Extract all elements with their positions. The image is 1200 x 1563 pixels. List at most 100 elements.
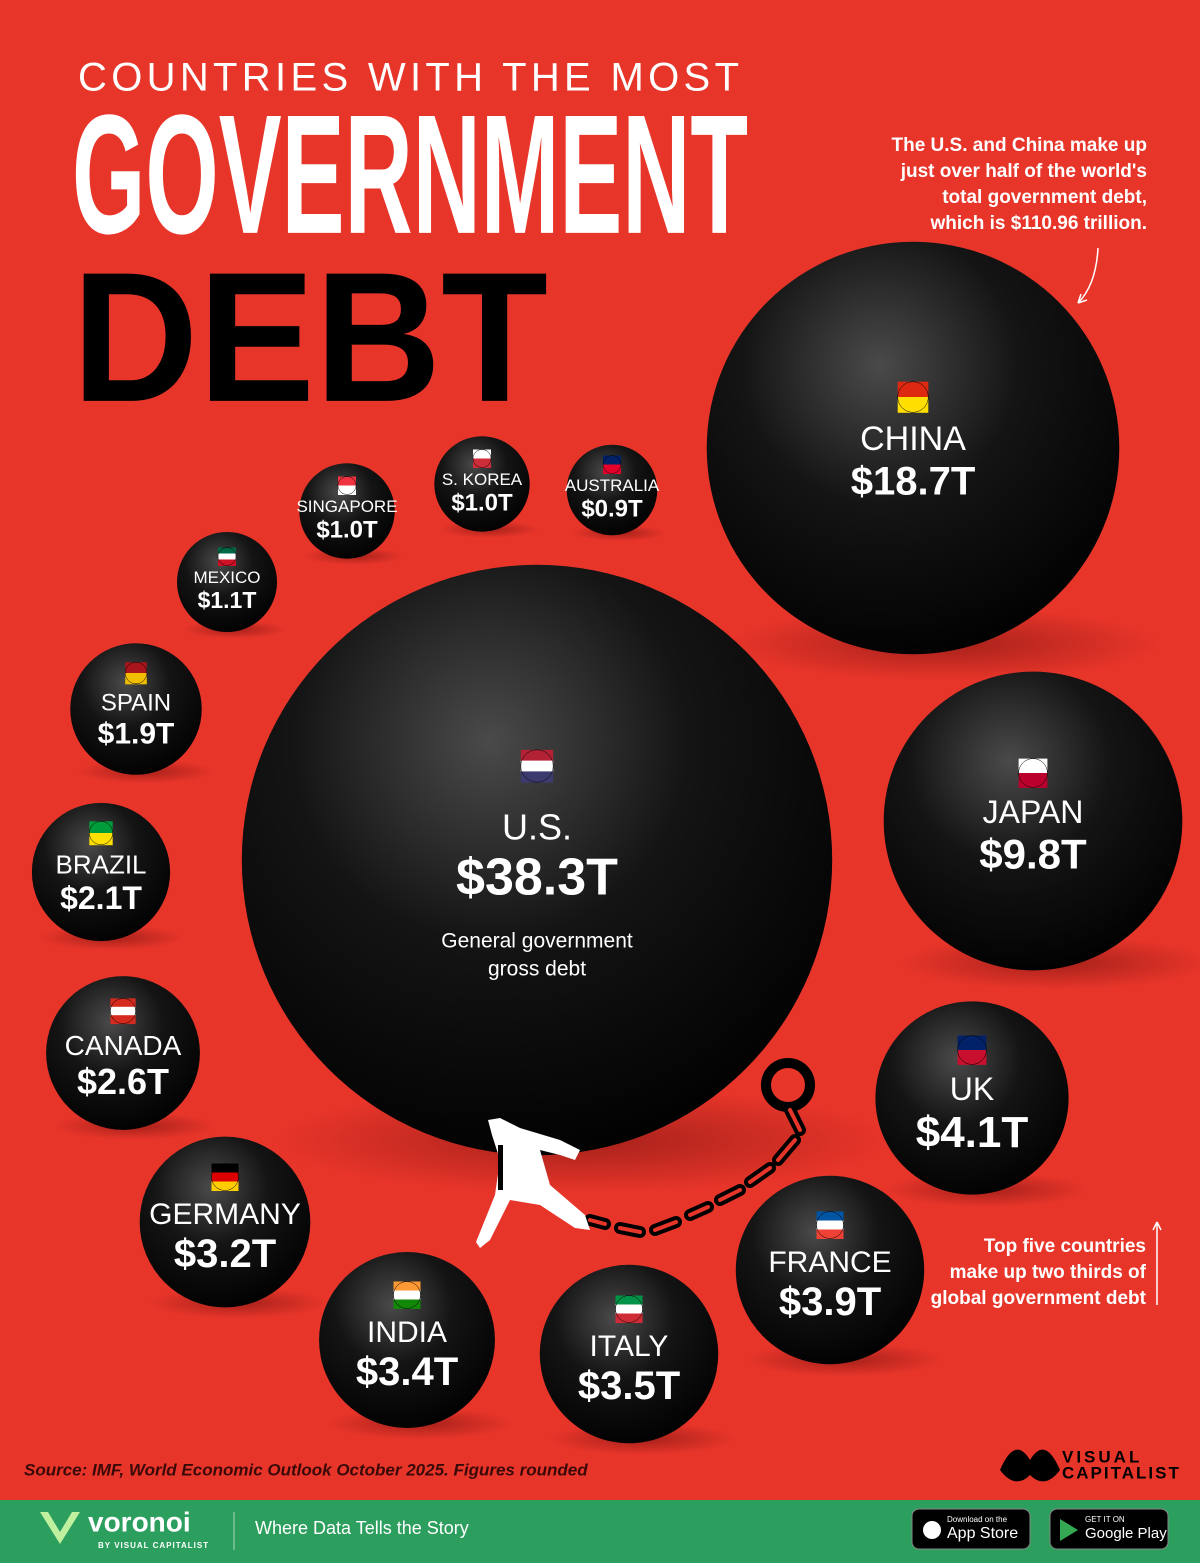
value-label: $9.8T	[979, 830, 1087, 877]
bubble	[46, 976, 200, 1130]
flag-stripe	[125, 662, 147, 674]
annotation-line: which is $110.96 trillion.	[930, 213, 1147, 234]
flag-ring	[89, 821, 113, 845]
value-label: $1.1T	[198, 587, 257, 613]
annotation-line: just over half of the world's	[900, 161, 1147, 182]
value-label: $3.9T	[779, 1280, 881, 1324]
value-label: $1.0T	[316, 517, 378, 544]
flag-stripe	[110, 1006, 136, 1016]
flag-stripe	[603, 455, 621, 465]
flag-stripe	[957, 1050, 987, 1065]
value-label: $0.9T	[581, 496, 643, 523]
title: DEBT	[72, 235, 548, 441]
bubble-label: ITALY	[590, 1330, 669, 1363]
footer-logo: voronoi	[88, 1506, 191, 1537]
flag-stripe	[520, 749, 554, 762]
google-play-label: Google Play	[1085, 1525, 1167, 1542]
flag-stripe	[1018, 758, 1048, 774]
flag-stripe	[110, 998, 136, 1008]
bubble-label: U.S.	[502, 807, 572, 848]
annotation-line: total government debt,	[942, 187, 1147, 208]
app-store-label: App Store	[947, 1525, 1018, 1542]
bubble-label: BRAZIL	[55, 850, 146, 880]
google-play-button[interactable]	[1049, 1508, 1169, 1550]
flag-stripe	[615, 1313, 643, 1323]
value-label: $2.1T	[60, 880, 142, 916]
chain	[584, 1058, 815, 1238]
bubble-label: JAPAN	[983, 794, 1084, 830]
footer-logo-sub: BY VISUAL CAPITALIST	[98, 1541, 209, 1550]
bubble	[883, 671, 1183, 971]
flag-stripe	[338, 485, 356, 495]
value-label: $1.0T	[451, 490, 513, 517]
google-play-label: GET IT ON	[1085, 1515, 1125, 1524]
flag-stripe	[897, 397, 929, 413]
bubble	[735, 1175, 925, 1365]
bubble	[319, 1252, 495, 1428]
flag-ring	[520, 749, 554, 783]
bubble	[566, 444, 658, 536]
app-store-label: Download on the	[947, 1515, 1008, 1524]
bubble	[434, 436, 530, 532]
bubble	[875, 1001, 1069, 1195]
value-label: $1.9T	[98, 717, 175, 750]
value-label: $4.1T	[916, 1108, 1029, 1157]
flag-stripe	[110, 1015, 136, 1025]
bubble-label: FRANCE	[768, 1246, 891, 1279]
flag-ring	[393, 1281, 421, 1309]
flag-ring	[957, 1035, 987, 1065]
flag-stripe	[473, 449, 491, 459]
annotation-arrow	[1152, 1221, 1162, 1305]
annotation: The U.S. and China make up just over half…	[892, 135, 1148, 234]
flag-stripe	[473, 458, 491, 468]
flag-stripe	[218, 553, 236, 560]
flag-stripe	[211, 1163, 239, 1173]
flag-stripe	[218, 559, 236, 566]
annotation-line: The U.S. and China make up	[892, 135, 1148, 156]
flag-stripe	[615, 1304, 643, 1314]
tagline: Where Data Tells the Story	[255, 1518, 469, 1538]
value-label: $3.2T	[174, 1232, 276, 1276]
flag-stripe	[393, 1281, 421, 1291]
bubble-label: UK	[950, 1071, 994, 1107]
bubble	[70, 643, 202, 775]
flag-ring	[337, 476, 357, 495]
flag-stripe	[211, 1172, 239, 1182]
flag-ring	[472, 449, 492, 468]
bubble	[139, 1136, 311, 1308]
flag-stripe	[816, 1220, 844, 1230]
flag-stripe	[615, 1295, 643, 1305]
bubble	[241, 564, 833, 1156]
flag-stripe	[816, 1229, 844, 1239]
bubble	[539, 1264, 719, 1444]
flag-ring	[615, 1295, 643, 1323]
flag-stripe	[211, 1181, 239, 1191]
flag-ring	[897, 381, 929, 413]
brand: CAPITALIST	[1062, 1463, 1181, 1482]
bubble-label: CHINA	[860, 420, 966, 458]
value-label: $3.5T	[578, 1364, 680, 1408]
bubble-note: gross debt	[488, 958, 586, 981]
flag-stripe	[125, 673, 147, 685]
bubble-label: SPAIN	[101, 690, 171, 717]
bubble-label: AUSTRALIA	[565, 476, 660, 495]
annotation-line: make up two thirds of	[950, 1262, 1147, 1283]
value-label: $38.3T	[456, 849, 618, 907]
flag-ring	[124, 661, 148, 685]
value-label: $2.6T	[77, 1061, 169, 1102]
flag-stripe	[1018, 773, 1048, 788]
annotation: Top five countries make up two thirds of g…	[931, 1236, 1147, 1309]
flag-stripe	[816, 1211, 844, 1221]
footer-logo-icon	[40, 1512, 80, 1544]
bubble-note: General government	[441, 930, 633, 953]
flag-stripe	[89, 833, 113, 846]
flag-stripe	[218, 547, 236, 554]
bubble-label: MEXICO	[193, 568, 260, 587]
title: GOVERNMENT	[72, 80, 748, 270]
flag-stripe	[520, 771, 554, 783]
app-store-button[interactable]	[911, 1508, 1031, 1550]
flag-stripe	[897, 381, 929, 398]
brand-logo: VISUAL CAPITALIST	[1000, 1447, 1181, 1482]
flag-stripe	[338, 476, 356, 486]
